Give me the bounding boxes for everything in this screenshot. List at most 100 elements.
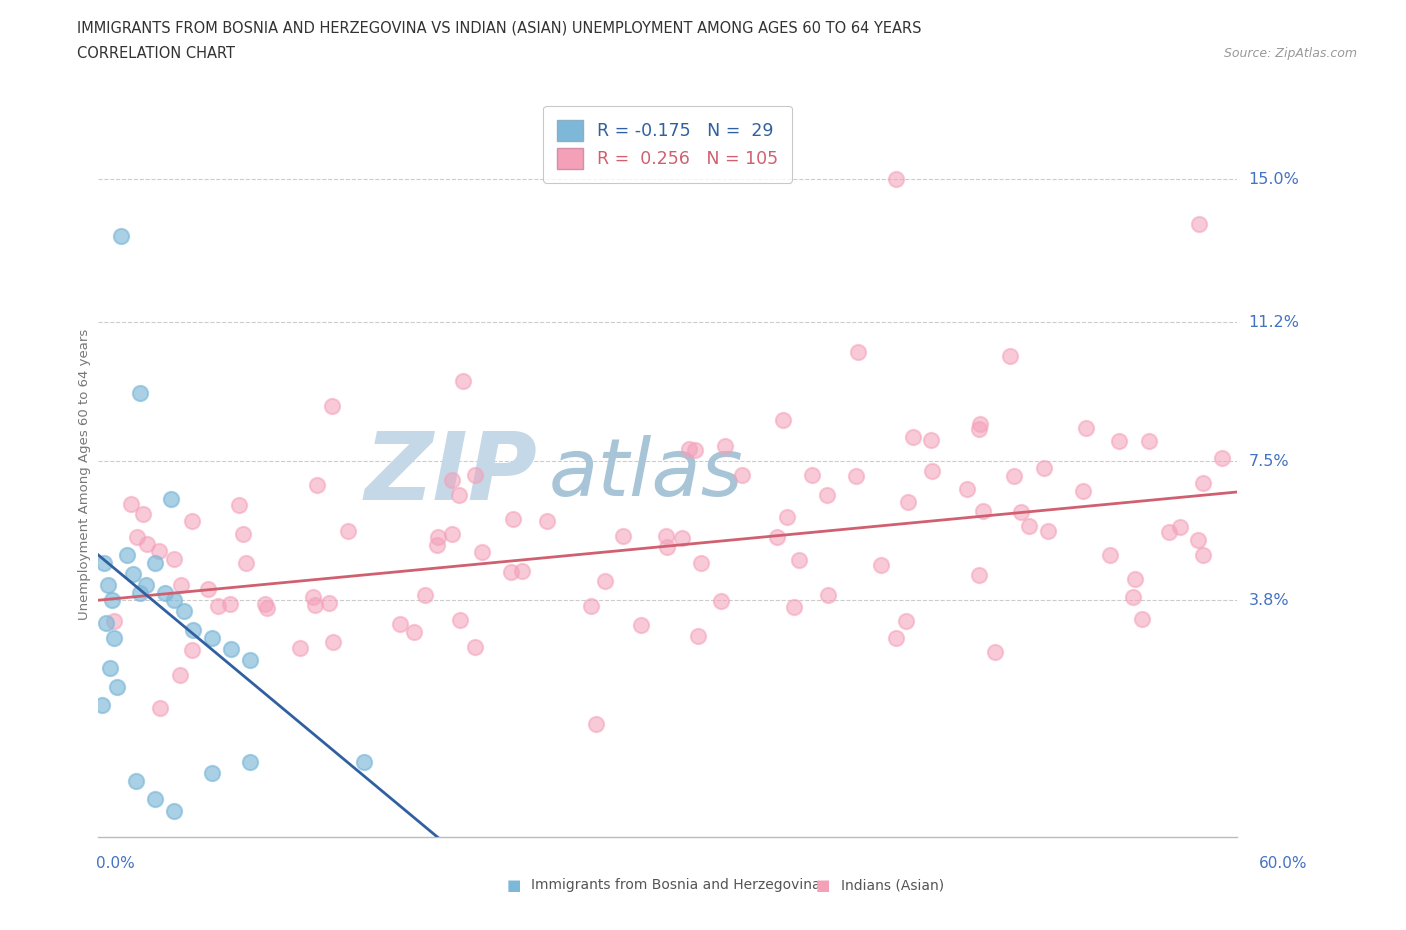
Point [612, 528, 634, 543]
Point [920, 433, 942, 448]
Point [903, 430, 925, 445]
Point [464, 467, 486, 482]
Point [499, 565, 522, 579]
Point [630, 618, 652, 632]
Point [207, 599, 229, 614]
Point [218, 596, 240, 611]
Point [413, 588, 436, 603]
Point [97, 578, 120, 592]
Point [228, 498, 250, 512]
Text: 11.2%: 11.2% [1249, 314, 1299, 329]
Text: 15.0%: 15.0% [1249, 172, 1299, 187]
Point [145, 555, 167, 570]
Point [254, 596, 277, 611]
Point [896, 614, 918, 629]
Point [579, 598, 602, 613]
Point [1010, 505, 1032, 520]
Point [1122, 590, 1144, 604]
Point [163, 592, 186, 607]
Point [110, 228, 132, 243]
Text: 60.0%: 60.0% [1260, 856, 1308, 870]
Legend: R = -0.175   N =  29, R =  0.256   N = 105: R = -0.175 N = 29, R = 0.256 N = 105 [544, 106, 792, 183]
Point [135, 578, 157, 592]
Point [510, 564, 533, 578]
Point [121, 566, 143, 581]
Point [449, 487, 471, 502]
Point [256, 601, 278, 616]
Point [817, 588, 839, 603]
Text: 3.8%: 3.8% [1249, 592, 1289, 607]
Point [404, 625, 426, 640]
Point [197, 582, 219, 597]
Point [967, 568, 990, 583]
Point [1018, 518, 1040, 533]
Point [969, 417, 991, 432]
Point [318, 595, 340, 610]
Text: ZIP: ZIP [364, 429, 537, 520]
Point [471, 545, 494, 560]
Point [998, 349, 1021, 364]
Point [183, 623, 205, 638]
Point [683, 443, 706, 458]
Point [1168, 519, 1191, 534]
Point [451, 373, 474, 388]
Point [776, 510, 799, 525]
Point [1123, 572, 1146, 587]
Point [671, 531, 693, 546]
Point [815, 487, 838, 502]
Point [221, 642, 243, 657]
Point [884, 172, 907, 187]
Point [129, 585, 152, 600]
Point [145, 792, 167, 807]
Point [162, 551, 184, 566]
Point [322, 634, 344, 649]
Point [153, 585, 176, 600]
Point [169, 668, 191, 683]
Point [180, 643, 202, 658]
Point [129, 386, 152, 401]
Y-axis label: Unemployment Among Ages 60 to 64 years: Unemployment Among Ages 60 to 64 years [79, 328, 91, 620]
Point [148, 543, 170, 558]
Point [321, 399, 343, 414]
Point [787, 553, 810, 568]
Point [1036, 524, 1059, 538]
Point [800, 468, 823, 483]
Point [389, 617, 412, 631]
Point [125, 773, 148, 788]
Point [884, 631, 907, 645]
Point [967, 421, 990, 436]
Point [100, 592, 122, 607]
Point [426, 538, 449, 552]
Point [731, 468, 754, 483]
Point [972, 503, 994, 518]
Point [120, 497, 142, 512]
Point [132, 507, 155, 522]
Point [689, 555, 711, 570]
Point [956, 482, 979, 497]
Point [1132, 612, 1154, 627]
Point [1157, 525, 1180, 539]
Point [91, 698, 114, 713]
Point [657, 539, 679, 554]
Point [336, 524, 359, 538]
Point [239, 754, 262, 769]
Point [464, 640, 486, 655]
Point [304, 597, 326, 612]
Point [353, 754, 375, 769]
Point [585, 717, 607, 732]
Point [1002, 468, 1025, 483]
Text: 0.0%: 0.0% [96, 856, 135, 870]
Point [302, 590, 325, 604]
Point [1188, 217, 1211, 232]
Point [772, 412, 794, 427]
Point [239, 653, 262, 668]
Text: 7.5%: 7.5% [1249, 454, 1289, 469]
Text: ■: ■ [506, 878, 520, 893]
Point [426, 530, 449, 545]
Point [170, 578, 193, 592]
Point [449, 613, 471, 628]
Point [983, 644, 1005, 659]
Point [107, 679, 129, 694]
Text: CORRELATION CHART: CORRELATION CHART [77, 46, 235, 61]
Point [1192, 476, 1215, 491]
